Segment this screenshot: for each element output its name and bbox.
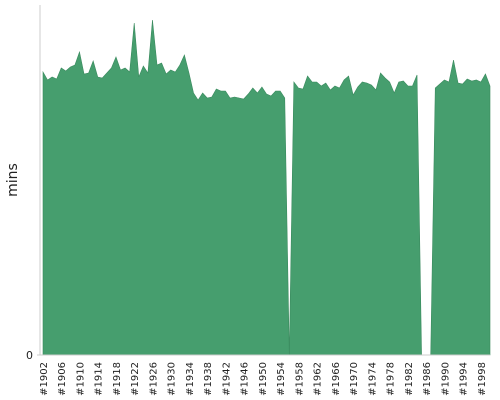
x-tick-label: #1938	[203, 362, 214, 396]
x-tick-label: #1982	[404, 362, 415, 396]
x-tick-label: #1914	[94, 362, 105, 396]
x-tick-label: #1926	[148, 362, 159, 396]
x-tick-label: #1958	[294, 362, 305, 396]
x-tick-label: #1970	[349, 362, 360, 396]
y-tick-label: 0	[26, 349, 33, 362]
x-tick-label: #1906	[57, 362, 68, 396]
x-tick-label: #1954	[276, 362, 287, 396]
x-tick-label: #1922	[130, 362, 141, 396]
area	[42, 19, 491, 356]
x-tick-label: #1946	[240, 362, 251, 396]
x-tick-label: #1966	[331, 362, 342, 396]
x-tick-label: #1930	[167, 362, 178, 396]
x-tick-label: #1998	[477, 362, 488, 396]
x-tick-label: #1950	[258, 362, 269, 396]
x-tick-label: #1962	[313, 362, 324, 396]
x-tick-label: #1918	[112, 362, 123, 396]
x-tick-label: #1990	[440, 362, 451, 396]
x-tick-label: #1978	[386, 362, 397, 396]
x-tick-label: #1974	[367, 362, 378, 396]
x-tick-label: #1986	[422, 362, 433, 396]
x-tick-label: #1994	[459, 362, 470, 396]
x-tick-label: #1934	[185, 362, 196, 396]
y-axis-label: mins	[5, 163, 21, 197]
x-tick-label: #1902	[39, 362, 50, 396]
x-tick-label: #1910	[75, 362, 86, 396]
x-tick-label: #1942	[221, 362, 232, 396]
